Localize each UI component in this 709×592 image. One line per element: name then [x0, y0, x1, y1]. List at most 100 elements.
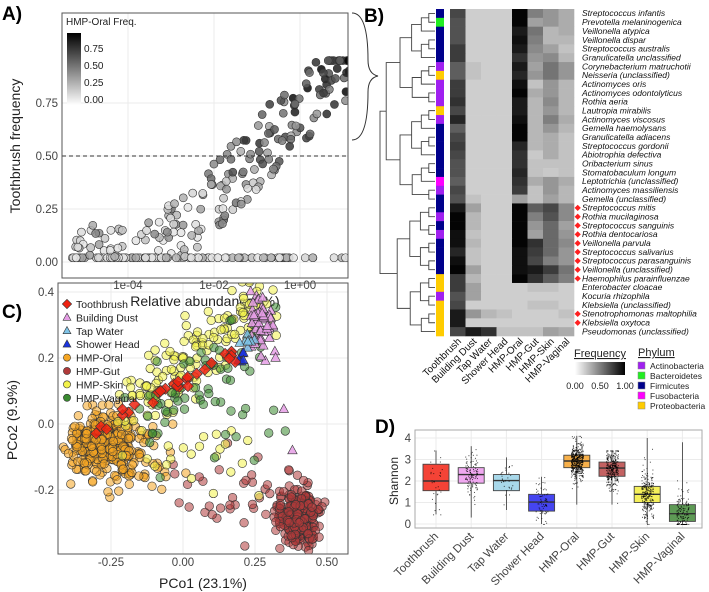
- data-point: [322, 109, 332, 119]
- significance-star-icon: [574, 248, 581, 256]
- point-hmp-vaginal: [210, 396, 220, 407]
- jitter-point: [646, 514, 648, 516]
- jitter-point: [572, 471, 574, 473]
- data-point: [110, 252, 120, 261]
- significance-star-icon: [574, 310, 581, 318]
- jitter-point: [571, 467, 573, 469]
- data-point: [278, 108, 288, 118]
- jitter-point: [571, 463, 573, 465]
- jitter-point: [468, 477, 470, 479]
- jitter-point: [609, 472, 611, 474]
- heatmap-cell: [512, 256, 528, 266]
- jitter-point: [576, 465, 578, 467]
- jitter-point: [573, 448, 575, 450]
- row-label: Actinomyces viscosus: [581, 114, 666, 124]
- jitter-point: [475, 484, 477, 486]
- jitter-point: [609, 490, 611, 492]
- jitter-point: [642, 464, 644, 466]
- jitter-point: [614, 452, 616, 454]
- jitter-point: [573, 465, 575, 467]
- jitter-point: [434, 481, 436, 483]
- point-hmp-gut: [271, 517, 281, 527]
- heatmap-cell: [527, 265, 544, 275]
- heatmap-cell: [465, 141, 482, 151]
- jitter-point: [615, 471, 617, 473]
- jitter-point: [647, 497, 649, 499]
- jitter-point: [611, 477, 613, 479]
- jitter-point: [677, 502, 679, 504]
- jitter-point: [611, 489, 613, 491]
- data-point: [285, 142, 294, 151]
- jitter-point: [642, 505, 644, 507]
- jitter-point: [575, 465, 577, 467]
- heatmap-cell: [450, 168, 466, 178]
- jitter-point: [606, 467, 608, 469]
- jitter-point: [440, 514, 442, 516]
- jitter-point: [539, 510, 541, 512]
- heatmap-cell: [527, 229, 544, 240]
- data-point: [286, 134, 296, 144]
- jitter-point: [439, 475, 441, 477]
- heatmap-cell: [481, 265, 497, 275]
- jitter-point: [545, 489, 547, 491]
- heatmap-cell: [543, 318, 559, 328]
- jitter-point: [581, 467, 583, 469]
- jitter-point: [616, 464, 618, 466]
- heatmap-cell: [558, 318, 575, 328]
- jitter-point: [611, 473, 613, 475]
- jitter-point: [577, 466, 579, 468]
- heatmap-cell: [543, 176, 559, 187]
- jitter-point: [576, 481, 578, 483]
- jitter-point: [574, 436, 576, 438]
- point-hmp-skin: [180, 311, 190, 321]
- data-point: [178, 193, 188, 203]
- data-point: [305, 68, 314, 77]
- jitter-point: [465, 465, 467, 467]
- row-label: Streptococcus australis: [582, 44, 671, 54]
- jitter-point: [608, 482, 610, 484]
- box: [422, 463, 450, 492]
- point-hmp-skin: [282, 268, 291, 277]
- row-label: Prevotella melaninogenica: [582, 17, 682, 27]
- heatmap-cell: [450, 229, 466, 240]
- jitter-point: [649, 509, 651, 511]
- jitter-point: [607, 460, 609, 462]
- jitter-point: [572, 456, 574, 458]
- heatmap-cell: [527, 327, 544, 337]
- jitter-point: [679, 521, 681, 523]
- heatmap-cell: [543, 17, 559, 27]
- jitter-point: [607, 450, 609, 452]
- point-hmp-vaginal: [179, 404, 190, 414]
- jitter-point: [617, 456, 619, 458]
- jitter-point: [609, 486, 611, 488]
- point-hmp-skin: [158, 371, 168, 382]
- jitter-point: [648, 506, 650, 508]
- heatmap-cell: [512, 123, 528, 134]
- jitter-point: [578, 455, 580, 457]
- jitter-point: [649, 493, 651, 495]
- jitter-point: [678, 523, 680, 525]
- row-label: Pseudomonas (unclassified): [582, 326, 689, 336]
- phylum-strip-cell: [436, 62, 444, 72]
- jitter-point: [573, 460, 575, 462]
- jitter-point: [470, 461, 472, 463]
- jitter-point: [579, 455, 581, 457]
- panel-label-d: D): [375, 417, 395, 438]
- heatmap-cell: [527, 26, 544, 36]
- jitter-point: [644, 501, 646, 503]
- dendrogram-branch: [420, 114, 435, 129]
- jitter-point: [643, 482, 645, 484]
- legend-key: [61, 298, 73, 310]
- data-point: [226, 154, 236, 164]
- jitter-point: [645, 502, 647, 504]
- legend-key: [62, 325, 72, 334]
- heatmap-cell: [450, 176, 466, 187]
- point-hmp-skin: [244, 283, 254, 288]
- jitter-point: [642, 487, 644, 489]
- heatmap-cell: [481, 79, 497, 89]
- jitter-point: [641, 509, 643, 511]
- jitter-point: [467, 491, 469, 493]
- point-hmp-skin: [206, 315, 216, 325]
- jitter-point: [644, 517, 646, 519]
